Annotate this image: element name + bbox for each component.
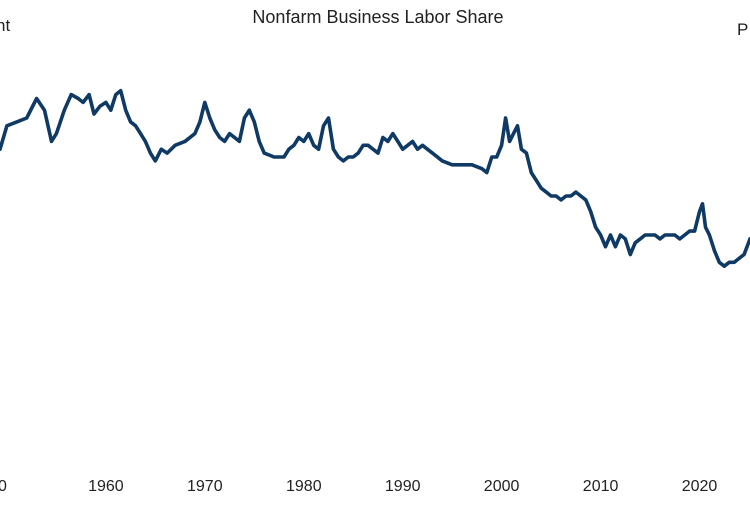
series-line	[0, 88, 750, 268]
x-tick-label: 2020	[682, 478, 718, 495]
chart-title: Nonfarm Business Labor Share	[252, 7, 503, 27]
x-tick-label: 1990	[385, 478, 421, 495]
x-tick-label: 1970	[187, 478, 223, 495]
left-axis-label: nt	[0, 16, 10, 35]
x-tick-label: 2000	[484, 478, 520, 495]
x-tick-label: 2010	[583, 478, 619, 495]
x-tick-label: 1980	[286, 478, 322, 495]
right-axis-label: P	[737, 20, 748, 39]
series-group	[0, 88, 750, 268]
x-axis-ticks: 0 1960 1970 1980 1990 2000 2010 2020	[0, 478, 717, 495]
x-tick-label: 0	[0, 478, 7, 495]
x-tick-label: 1960	[88, 478, 124, 495]
